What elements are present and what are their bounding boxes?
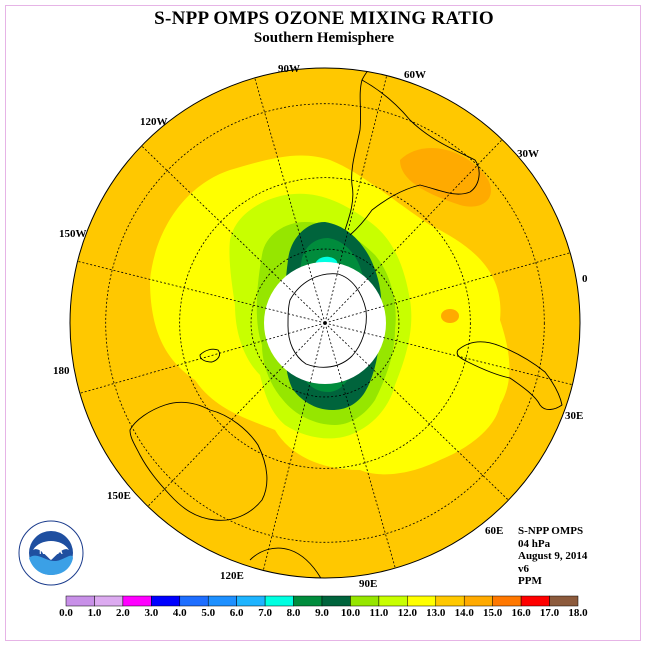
colorbar-tick-label: 5.0 xyxy=(201,607,216,619)
longitude-label: 150W xyxy=(59,228,87,240)
south-pole-marker xyxy=(323,321,327,325)
units-label: PPM xyxy=(518,575,542,587)
meridian-line xyxy=(254,77,326,324)
colorbar-swatch xyxy=(378,595,408,607)
colorbar-tick-label: 15.0 xyxy=(483,607,503,619)
colorbar-tick-label: 12.0 xyxy=(397,607,417,619)
longitude-label: 60E xyxy=(485,525,504,537)
meridian-line xyxy=(141,145,326,324)
africa-coast xyxy=(456,341,563,410)
noaa-logo-text: NOAA xyxy=(39,547,63,556)
colorbar-tick-label: 1.0 xyxy=(87,607,102,619)
instrument-label: S-NPP OMPS xyxy=(518,525,584,537)
colorbar-tick-label: 9.0 xyxy=(315,607,329,619)
colorbar-swatch xyxy=(264,595,294,607)
map-subtitle: Southern Hemisphere xyxy=(253,30,395,46)
colorbar-tick-label: 7.0 xyxy=(258,607,272,619)
longitude-label: 30E xyxy=(565,410,584,422)
colorbar-swatch xyxy=(549,595,579,607)
meridian-line xyxy=(77,260,326,324)
longitude-label: 120W xyxy=(140,116,168,128)
colorbar-swatch xyxy=(321,595,351,607)
latitude-circle xyxy=(250,248,400,398)
colorbar-swatch xyxy=(207,595,237,607)
map-boundary xyxy=(69,67,581,579)
colorbar-swatch xyxy=(179,595,209,607)
colorbar-swatch xyxy=(151,595,181,607)
colorbar xyxy=(65,595,579,607)
colorbar-tick-label: 13.0 xyxy=(426,607,446,619)
colorbar-tick-label: 17.0 xyxy=(539,607,560,619)
colorbar-tick-label: 11.0 xyxy=(369,607,389,619)
colorbar-tick-label: 3.0 xyxy=(144,607,159,619)
asia-coast xyxy=(249,547,323,578)
colorbar-swatch xyxy=(435,595,465,607)
antarctica-coast xyxy=(287,273,367,368)
colorbar-tick-label: 0.0 xyxy=(59,607,73,619)
latitude-circle xyxy=(179,177,471,469)
meridian-line xyxy=(324,252,571,324)
info-block: S-NPP OMPS 04 hPa August 9, 2014 v6 PPM xyxy=(518,525,587,588)
colorbar-tick-label: 18.0 xyxy=(568,607,588,619)
meridian-line xyxy=(324,139,503,324)
colorbar-tick-label: 10.0 xyxy=(340,607,361,619)
map-title: S-NPP OMPS OZONE MIXING RATIO xyxy=(154,8,494,29)
new-zealand-coast xyxy=(199,348,221,363)
colorbar-swatch xyxy=(122,595,152,607)
longitude-label: 30W xyxy=(517,148,539,160)
meridian-line xyxy=(324,75,388,324)
longitude-label: 0 xyxy=(582,273,588,285)
data-version: v6 xyxy=(518,562,529,575)
colorbar-tick-label: 6.0 xyxy=(229,607,244,619)
pressure-level: 04 hPa xyxy=(518,537,551,550)
longitude-label: 120E xyxy=(220,570,244,582)
colorbar-tick-label: 4.0 xyxy=(172,607,187,619)
longitude-label: 150E xyxy=(107,490,131,502)
longitude-label: 90W xyxy=(278,63,300,75)
noaa-logo: NOAA xyxy=(18,520,84,586)
south-america-coast xyxy=(344,68,480,236)
coastlines xyxy=(129,68,563,578)
meridian-line xyxy=(324,322,396,569)
colorbar-swatch xyxy=(94,595,124,607)
longitude-label: 60W xyxy=(404,69,426,81)
graticule xyxy=(77,75,573,571)
figure-border xyxy=(5,5,641,641)
ozone-region-14-15-spot xyxy=(441,309,459,323)
colorbar-tick-label: 2.0 xyxy=(116,607,130,619)
colorbar-swatch xyxy=(492,595,522,607)
latitude-circle xyxy=(105,103,545,543)
colorbar-swatch xyxy=(350,595,380,607)
meridian-line xyxy=(262,322,326,571)
meridian-line xyxy=(324,322,573,386)
colorbar-swatch xyxy=(293,595,323,607)
meridian-line xyxy=(324,322,509,501)
colorbar-swatch xyxy=(236,595,266,607)
observation-date: August 9, 2014 xyxy=(518,550,588,562)
longitude-label: 90E xyxy=(359,578,378,590)
colorbar-tick-label: 8.0 xyxy=(286,607,301,619)
ozone-region-14-15 xyxy=(400,148,491,207)
meridian-line xyxy=(147,322,326,507)
colorbar-tick-label: 16.0 xyxy=(511,607,531,619)
longitude-label: 180 xyxy=(53,365,70,377)
colorbar-swatch xyxy=(65,595,95,607)
colorbar-tick-label: 14.0 xyxy=(454,607,474,619)
colorbar-swatch xyxy=(463,595,493,607)
meridian-line xyxy=(79,322,326,394)
australia-coast xyxy=(129,401,268,521)
colorbar-swatch xyxy=(407,595,437,607)
colorbar-swatch xyxy=(520,595,550,607)
